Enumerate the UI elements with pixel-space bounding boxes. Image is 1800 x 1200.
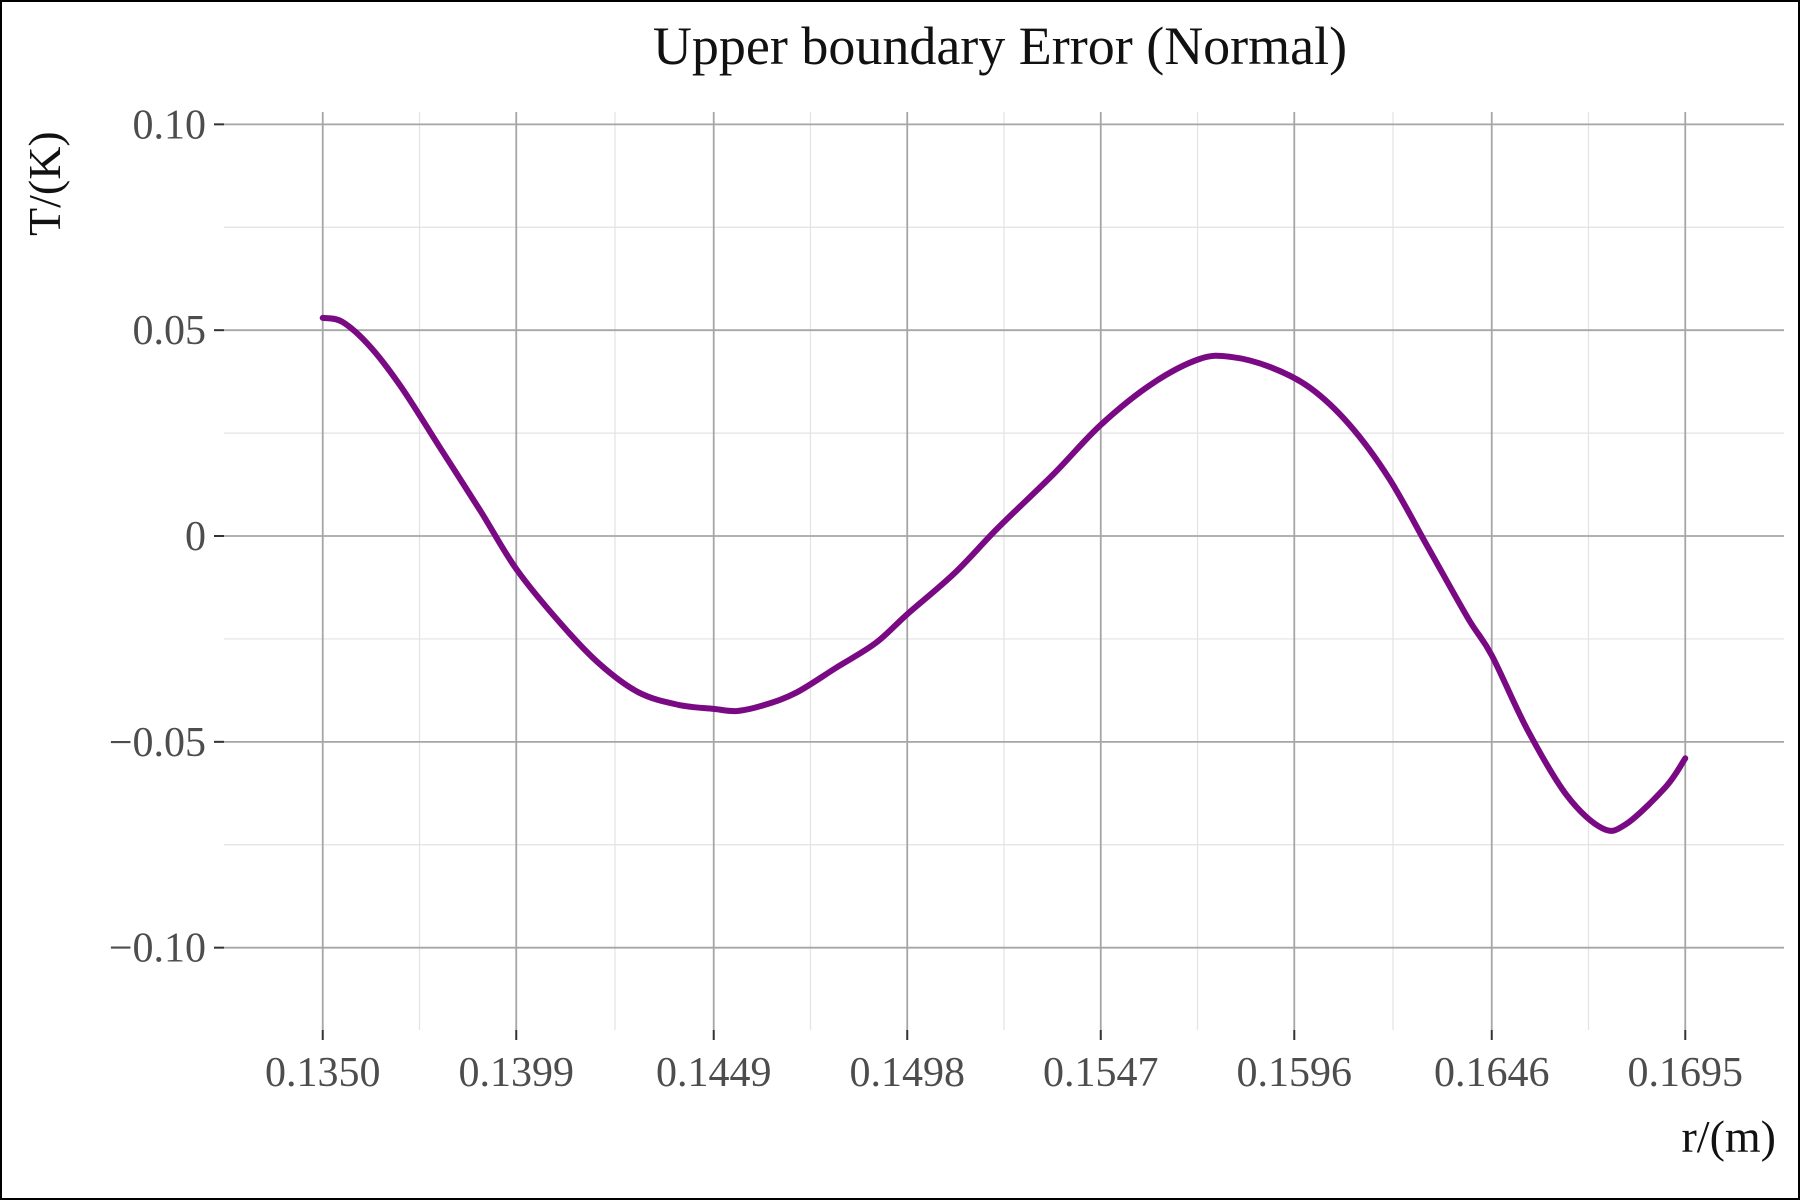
axes: 0.1350 0.1399 0.1449 0.1498 0.1547 0.1596 0.16… (109, 102, 1743, 1096)
y-axis-label: T/(K) (19, 131, 70, 236)
y-tick-label: −0.10 (109, 926, 206, 972)
grid (224, 112, 1784, 1030)
x-tick-label: 0.1596 (1237, 1050, 1353, 1096)
y-tick-label: 0.10 (133, 102, 207, 148)
y-tick-label: −0.05 (109, 720, 206, 766)
series-layer (319, 314, 1689, 834)
x-tick-label: 0.1646 (1434, 1050, 1550, 1096)
chart-title: Upper boundary Error (Normal) (653, 16, 1347, 76)
y-tick-label: 0.05 (133, 308, 207, 354)
x-axis-label: r/(m) (1681, 1111, 1776, 1162)
x-tick-label: 0.1449 (656, 1050, 772, 1096)
x-tick-label: 0.1695 (1628, 1050, 1744, 1096)
x-tick-label: 0.1547 (1043, 1050, 1159, 1096)
x-tick-label: 0.1498 (849, 1050, 965, 1096)
x-tick-label: 0.1350 (265, 1050, 381, 1096)
x-tick-label: 0.1399 (459, 1050, 575, 1096)
y-tick-label: 0 (185, 514, 206, 560)
series-line-0 (319, 314, 1689, 834)
